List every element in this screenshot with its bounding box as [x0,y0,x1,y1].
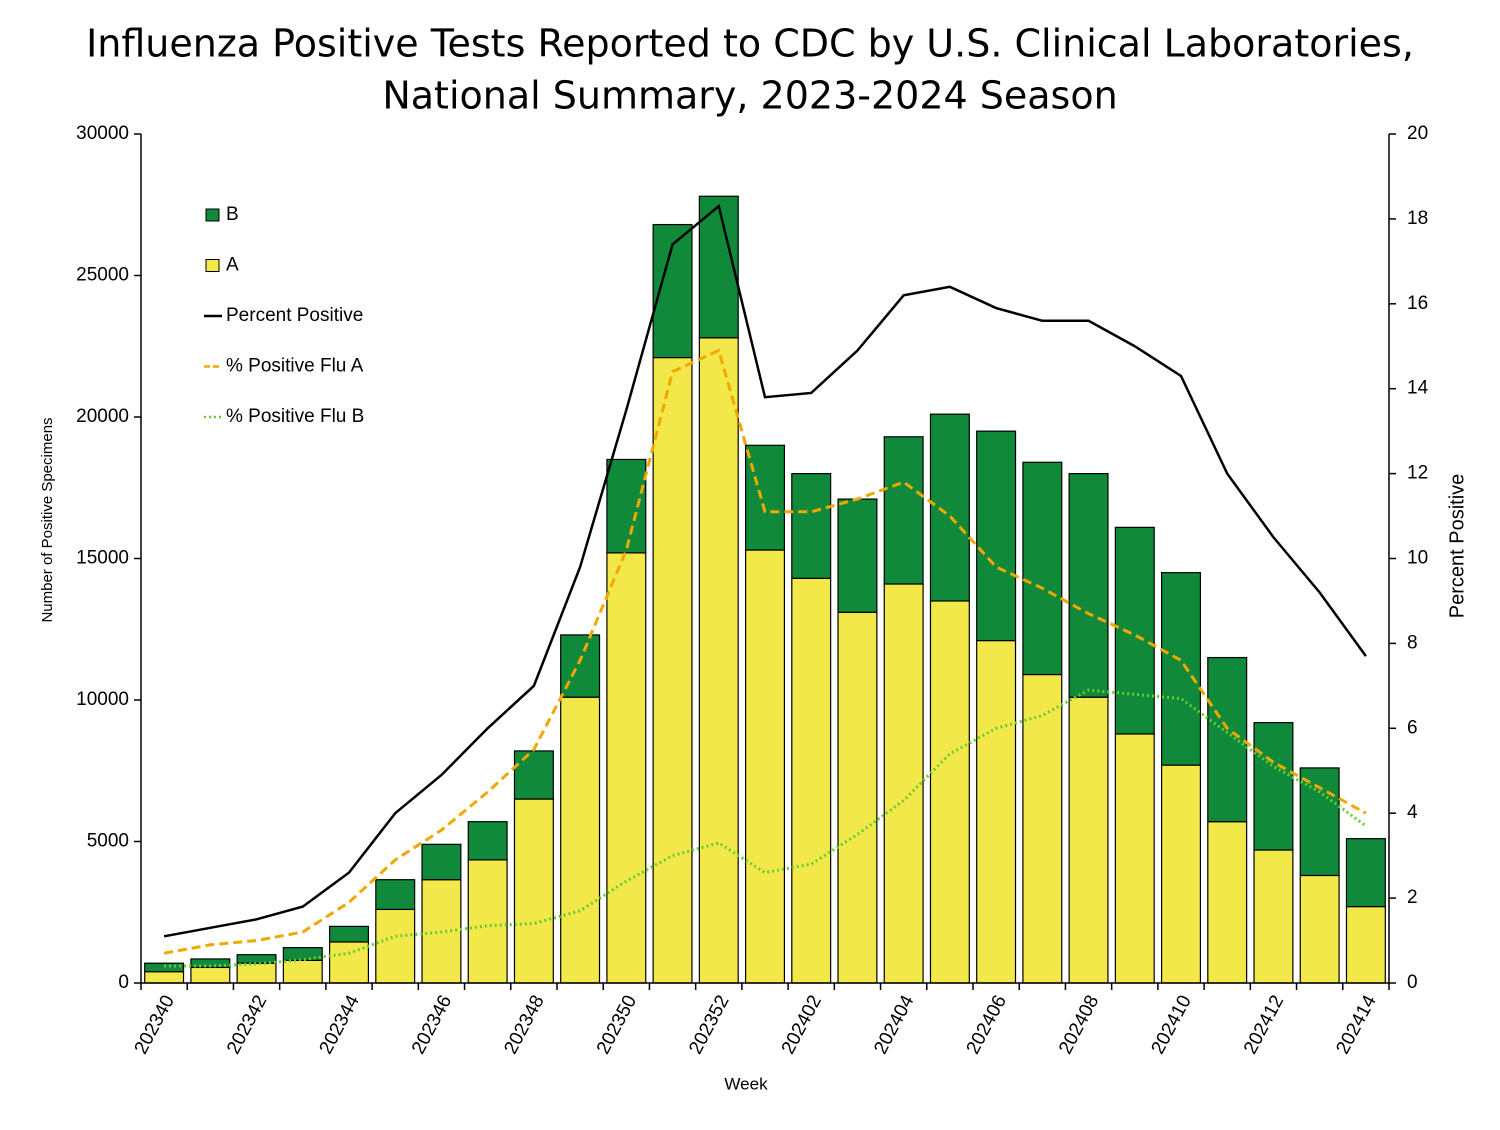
x-tick-label: 202340 [131,992,179,1058]
bar [929,600,970,984]
x-tick-label: 202346 [408,992,456,1058]
bar [883,583,924,984]
bar [883,436,924,585]
bar [976,639,1017,984]
bar [698,195,739,339]
bar [652,356,693,984]
x-tick-label: 202414 [1332,991,1381,1057]
y-tick-label: 0 [118,972,129,993]
bar [513,750,554,800]
x-tick-label: 202342 [223,992,271,1058]
line-series [163,203,1367,938]
bar [1299,767,1340,877]
bar [375,879,416,911]
bar [1253,722,1294,851]
bar [976,430,1017,642]
x-tick-label: 202350 [593,992,641,1058]
y2-tick-label: 18 [1407,208,1428,229]
bar [1114,526,1155,735]
x-tick-label: 202406 [963,992,1011,1058]
y2-tick-label: 0 [1407,972,1418,993]
x-tick-label: 202410 [1148,992,1196,1058]
y-tick-label: 25000 [76,265,129,286]
line-series [164,688,1367,968]
bar [282,959,323,984]
bar [1345,838,1386,908]
bar [744,444,786,551]
y2-axis-title: Percent Positive [1446,474,1468,619]
x-tick-label: 202402 [778,992,826,1058]
legend-label: B [226,204,239,225]
legend-label: Percent Positive [226,305,363,326]
legend-label: % Positive Flu A [226,356,364,377]
bar [421,843,462,881]
bar [1114,733,1155,984]
y2-tick-label: 8 [1407,632,1418,653]
bar [328,941,370,984]
x-tick-label: 202348 [500,992,548,1058]
bar [606,552,647,984]
x-tick-label: 202412 [1240,992,1288,1058]
line-series [163,348,1367,955]
x-axis-title: Week [724,1074,768,1093]
bar [1068,696,1109,984]
y-axis-title: Number of Positive Specimens [39,417,56,622]
bar [744,549,786,984]
y2-tick-label: 14 [1407,378,1429,399]
bar [1299,874,1340,984]
bar [236,954,277,964]
bar [560,696,601,984]
bar [698,337,739,984]
bar [1253,849,1294,984]
y-tick-label: 15000 [76,548,129,569]
bar [1022,673,1063,984]
bar [144,971,185,984]
bar [375,908,416,984]
y2-tick-label: 2 [1407,887,1418,908]
x-tick-label: 202408 [1055,992,1103,1058]
bar [606,458,647,554]
legend-label: % Positive Flu B [226,406,364,427]
bar [1068,473,1109,698]
bar [837,611,878,984]
bar [1345,905,1386,984]
bar [929,413,970,602]
bar [1207,821,1248,984]
x-tick-label: 202352 [685,992,733,1058]
y-tick-label: 30000 [76,123,129,144]
legend-swatch [205,259,220,272]
legend-label: A [226,255,239,276]
bar [791,473,832,579]
legend-swatch [205,208,220,222]
bar [467,859,508,984]
bar [1160,764,1202,984]
bar [1207,656,1248,823]
bar [328,925,370,943]
bar [1160,572,1202,766]
y2-tick-label: 12 [1407,463,1428,484]
chart-title: Influenza Positive Tests Reported to CDC… [86,22,1414,66]
y2-tick-label: 6 [1407,717,1418,738]
y2-tick-label: 4 [1407,802,1418,823]
y-tick-label: 20000 [76,406,129,427]
y2-tick-label: 20 [1407,123,1428,144]
bar [282,947,323,961]
bar [467,821,508,861]
y-tick-label: 10000 [76,689,129,710]
y2-tick-label: 16 [1407,293,1428,314]
bar [837,498,878,613]
chart-title: National Summary, 2023-2024 Season [382,74,1117,118]
bar [190,966,231,984]
bar [513,798,554,984]
bar [1022,461,1063,676]
y-tick-label: 5000 [87,831,129,852]
y2-tick-label: 10 [1407,548,1428,569]
bar [236,962,277,984]
x-tick-label: 202344 [316,991,365,1057]
bar [791,577,832,984]
x-tick-label: 202404 [870,991,919,1057]
